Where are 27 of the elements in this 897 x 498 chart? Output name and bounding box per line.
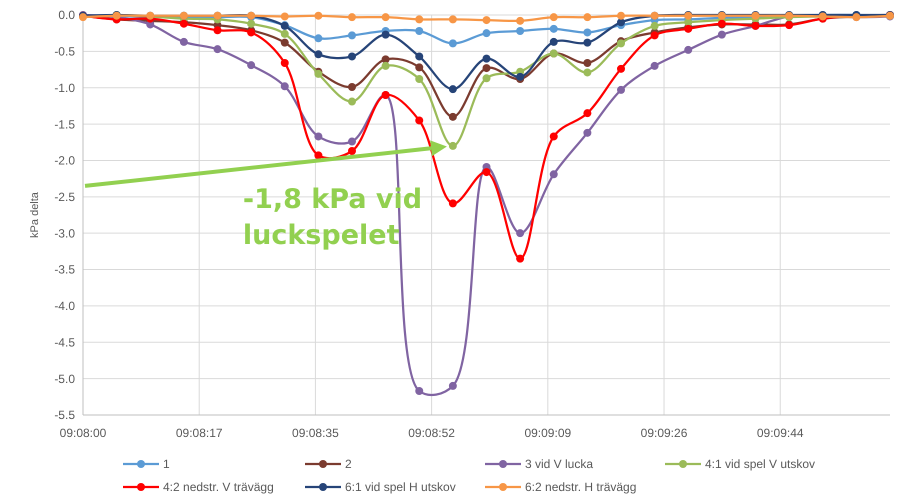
legend-label: 6:2 nedstr. H trävägg xyxy=(525,480,636,494)
x-tick-label: 09:08:00 xyxy=(60,426,107,440)
y-tick-label: 0.0 xyxy=(58,8,76,22)
x-tick-label: 09:09:44 xyxy=(756,426,804,440)
y-tick-label: -1.0 xyxy=(54,80,76,95)
legend-label: 1 xyxy=(163,457,170,472)
y-tick-label: -5.5 xyxy=(54,408,76,422)
x-tick-label: 09:08:52 xyxy=(408,426,456,440)
legend-label: 2 xyxy=(345,457,352,472)
legend-label: 4:2 nedstr. V trävägg xyxy=(163,480,274,494)
y-tick-label: -4.5 xyxy=(54,335,76,350)
y-tick-label: -4.0 xyxy=(54,299,76,314)
x-tick-label: 09:09:26 xyxy=(640,426,688,440)
y-tick-label: -5.0 xyxy=(54,372,76,386)
legend-label: 6:1 vid spel H utskov xyxy=(345,480,456,494)
y-tick-label: -2.0 xyxy=(54,154,76,168)
legend-label: 4:1 vid spel V utskov xyxy=(705,457,816,472)
x-tick-label: 09:08:35 xyxy=(292,426,340,440)
y-tick-label: -0.5 xyxy=(54,44,76,59)
x-tick-label: 09:08:17 xyxy=(176,426,223,440)
y-tick-label: -3.5 xyxy=(54,262,76,277)
y-axis-title: kPa delta xyxy=(29,191,41,238)
x-tick-label: 09:09:09 xyxy=(524,426,572,440)
y-tick-label: -2.5 xyxy=(54,190,76,204)
y-tick-label: -1.5 xyxy=(54,117,76,132)
y-tick-label: -3.0 xyxy=(54,226,76,240)
legend-label: 3 vid V lucka xyxy=(525,457,594,472)
